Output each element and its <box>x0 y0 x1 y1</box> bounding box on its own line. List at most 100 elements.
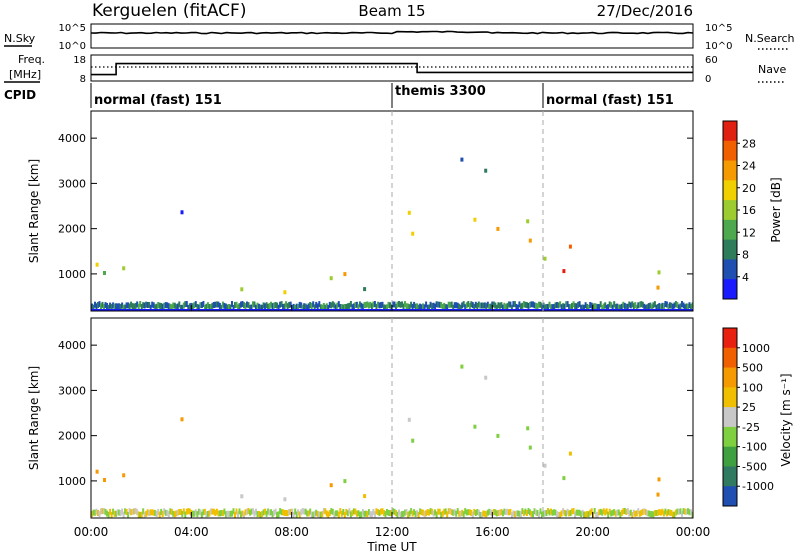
velocity-cell <box>684 508 686 515</box>
power-cell <box>568 244 572 249</box>
power-cell <box>419 303 422 310</box>
power-cell <box>164 302 167 309</box>
power-cell <box>506 303 509 310</box>
velocity-cell <box>574 511 577 518</box>
velocity-cell <box>658 509 661 516</box>
velocity-cell <box>95 508 98 515</box>
power-cell <box>497 302 500 309</box>
power-cell <box>607 304 610 311</box>
power-cell <box>328 301 331 308</box>
power-cell <box>214 301 217 308</box>
velocity-cell <box>565 510 568 517</box>
colorbar-tick-label: 500 <box>742 362 763 375</box>
power-cell <box>112 302 115 309</box>
power-cell <box>623 302 626 309</box>
velocity-cell <box>569 510 572 516</box>
velocity-cell <box>608 508 611 515</box>
power-cell <box>380 302 382 309</box>
velocity-cell <box>327 511 330 518</box>
power-cell <box>173 302 176 309</box>
power-cell <box>589 302 592 308</box>
velocity-cell <box>488 508 491 515</box>
power-cell <box>270 301 273 308</box>
power-cell <box>635 304 638 311</box>
velocity-cell <box>656 509 659 516</box>
velocity-cell <box>460 364 464 369</box>
power-cell <box>568 304 571 311</box>
power-cell <box>676 302 679 309</box>
power-cell <box>170 304 173 311</box>
power-cell <box>149 304 152 311</box>
velocity-cell <box>143 511 146 518</box>
power-cell <box>271 303 274 310</box>
velocity-cell <box>509 508 512 515</box>
power-cell <box>521 302 524 309</box>
power-cell <box>352 303 355 310</box>
velocity-cell <box>614 510 617 517</box>
power-cell <box>366 301 369 308</box>
power-cell <box>622 301 625 308</box>
velocity-cell <box>160 508 163 515</box>
power-cell <box>571 302 574 309</box>
xtick-label: 16:00 <box>475 525 510 539</box>
velocity-cell <box>631 512 634 518</box>
power-cell <box>584 302 587 309</box>
power-cell <box>92 304 95 311</box>
power-cell <box>246 301 248 308</box>
power-cell <box>122 304 125 311</box>
velocity-cell <box>650 511 653 518</box>
velocity-cell <box>354 508 357 515</box>
power-cell <box>646 304 649 311</box>
power-cell <box>593 303 596 310</box>
velocity-cell <box>434 509 437 516</box>
power-cell <box>367 302 370 309</box>
power-cell <box>516 304 519 311</box>
velocity-cell <box>324 508 327 515</box>
velocity-cell <box>377 509 379 516</box>
power-cell <box>310 303 313 309</box>
colorbar-tick-label: 100 <box>742 381 763 394</box>
ytick-label: 4000 <box>58 339 86 352</box>
power-cell <box>318 301 321 308</box>
ytick-label: 2000 <box>58 223 86 236</box>
velocity-cell <box>134 508 137 514</box>
power-cell <box>480 302 483 309</box>
velocity-cell <box>364 510 367 517</box>
power-cell <box>434 303 437 310</box>
power-cell <box>250 304 253 311</box>
velocity-cell <box>387 509 390 516</box>
power-cell <box>389 302 391 309</box>
velocity-cell <box>543 463 547 468</box>
power-cell <box>280 301 283 308</box>
beam-title: Beam 15 <box>358 2 425 20</box>
velocity-cell <box>450 509 453 516</box>
power-cell <box>620 303 623 310</box>
power-cell <box>655 304 658 311</box>
station-title: Kerguelen (fitACF) <box>92 1 246 21</box>
power-cell <box>581 304 584 311</box>
ytick-label: 3000 <box>58 177 86 190</box>
velocity-cell <box>562 476 566 481</box>
power-cell <box>306 304 309 311</box>
power-cell <box>313 304 316 311</box>
power-colorbar: 28 24 20 16 12 8 4 <box>722 120 756 300</box>
velocity-cell <box>348 508 351 515</box>
freq-unit: [MHz] <box>9 68 41 81</box>
colorbar-tick-label: 12 <box>742 226 756 239</box>
velocity-cell <box>578 509 581 516</box>
velocity-cell <box>568 451 572 456</box>
velocity-cell <box>234 511 236 518</box>
velocity-cell <box>109 508 112 515</box>
velocity-cell <box>244 509 247 516</box>
velocity-cell <box>155 511 158 517</box>
velocity-cell <box>200 511 203 518</box>
velocity-cell <box>363 510 366 517</box>
power-cell <box>286 303 289 310</box>
velocity-cell <box>656 492 660 497</box>
velocity-cell <box>169 508 172 515</box>
power-yaxis: 1000 2000 3000 4000 <box>58 132 693 281</box>
velocity-cell <box>343 479 347 484</box>
velocity-cell <box>352 508 355 515</box>
time-axis: 00:00 04:00 08:00 12:00 16:00 20:00 00:00 <box>74 305 710 539</box>
velocity-cell <box>545 510 548 517</box>
